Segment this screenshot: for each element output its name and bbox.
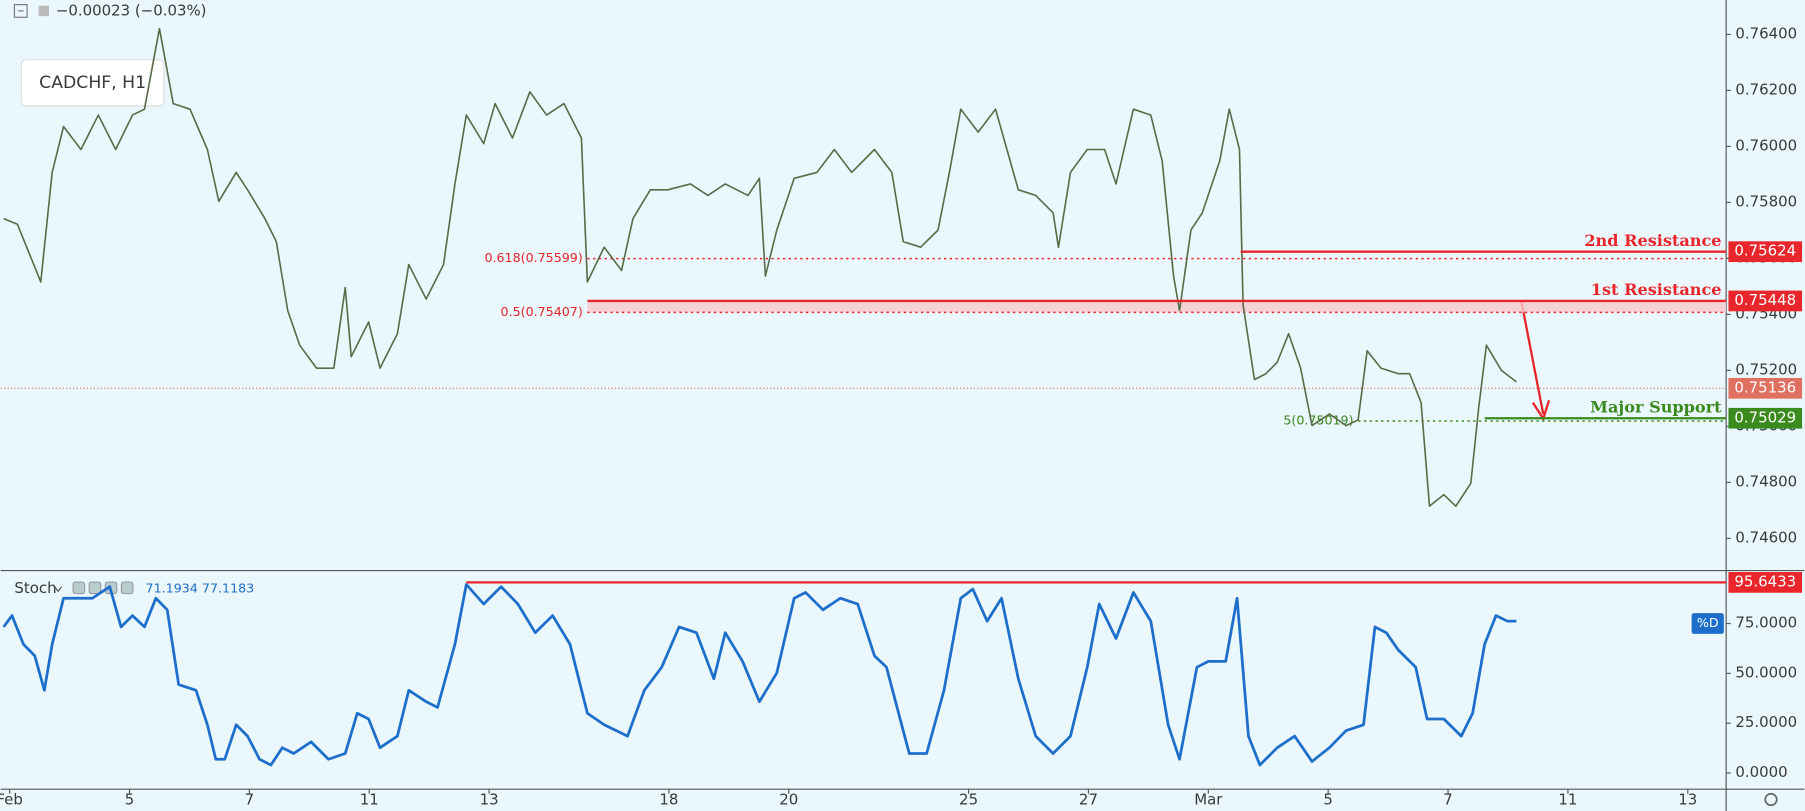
last-price-badge-bg [1728, 377, 1803, 399]
y-tick-label: 0.0000 [1735, 763, 1787, 781]
level-badge-bg [1728, 407, 1803, 429]
level-badge-bg [1728, 572, 1803, 593]
y-tick-label: 0.76400 [1735, 24, 1797, 42]
x-tick-label: 13 [1678, 791, 1697, 809]
fib-label: 0.618(0.75599) [484, 250, 582, 265]
level-label: 2nd Resistance [1584, 231, 1721, 250]
y-tick-label: 25.0000 [1735, 713, 1797, 731]
level-badge: 0.75624 [1734, 242, 1796, 260]
level-badge: 0.75448 [1734, 291, 1796, 309]
x-tick-label: Mar [1194, 791, 1223, 809]
level-badge-bg [1728, 241, 1803, 263]
price-line [3, 27, 1517, 507]
legend-label: %D [1697, 615, 1719, 630]
zone [587, 300, 1727, 313]
symbol-title: CADCHF, H1 [39, 73, 146, 93]
fib-label: 0.5(0.75407) [501, 304, 583, 319]
y-tick-label: 0.75200 [1735, 360, 1797, 378]
y-tick-label: 0.75800 [1735, 192, 1797, 210]
y-tick-label: 75.0000 [1735, 614, 1797, 632]
x-tick-label: 5 [1323, 791, 1333, 809]
fib-label: 5(0.75019) [1283, 413, 1353, 428]
level-label: Major Support [1590, 397, 1722, 416]
x-tick-label: 7 [1443, 791, 1453, 809]
forecast-arrow [1520, 301, 1545, 415]
last-price-badge: 0.75136 [1734, 378, 1796, 396]
icon-close[interactable] [120, 581, 134, 595]
level-label: 1st Resistance [1591, 280, 1722, 299]
icon-settings[interactable] [88, 581, 102, 595]
level-badge-bg [1728, 290, 1803, 312]
collapse-icon[interactable] [13, 4, 28, 18]
y-tick-label: 0.74800 [1735, 472, 1797, 490]
x-tick-label: 20 [779, 791, 798, 809]
level-badge: 95.6433 [1734, 572, 1796, 590]
x-tick-label: 11 [1558, 791, 1577, 809]
y-tick-label: 50.0000 [1735, 663, 1797, 681]
y-tick-label: 0.76000 [1735, 136, 1797, 154]
x-tick-label: 13 [480, 791, 499, 809]
y-tick-label: 0.76200 [1735, 80, 1797, 98]
indicator-menu-icon[interactable] [54, 586, 63, 593]
level-badge: 0.75029 [1734, 408, 1796, 426]
x-tick-label: 7 [245, 791, 255, 809]
x-tick-label: 27 [1079, 791, 1098, 809]
settings-gear[interactable] [1764, 792, 1778, 807]
indicator-value: 71.1934 [146, 580, 198, 595]
symbol-box [20, 59, 165, 107]
legend-badge [1691, 613, 1724, 634]
indicator-icons[interactable] [72, 581, 134, 595]
y-tick-label: 0.74600 [1735, 528, 1797, 546]
x-tick-label: 18 [659, 791, 678, 809]
x-tick-label: 5 [125, 791, 135, 809]
indicator-value: 77.1183 [202, 580, 254, 595]
x-tick-label: 25 [959, 791, 978, 809]
stoch-line [2, 583, 1517, 767]
symbol-icon [38, 5, 49, 17]
change-readout: −0.00023 (−0.03%) [56, 2, 207, 20]
icon-visibility[interactable] [72, 581, 86, 595]
indicator-name: Stoch [14, 579, 56, 597]
x-tick-label: Feb [0, 791, 23, 809]
x-tick-label: 11 [360, 791, 379, 809]
